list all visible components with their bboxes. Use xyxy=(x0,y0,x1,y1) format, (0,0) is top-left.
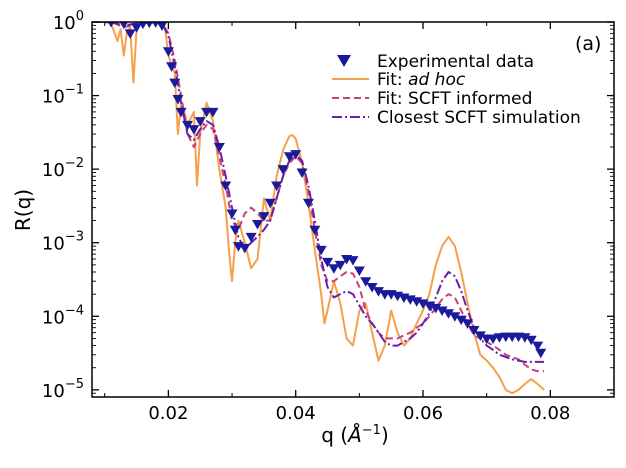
data-point xyxy=(124,29,136,39)
y-tick-label-1: 10−1 xyxy=(42,83,84,108)
data-point xyxy=(119,22,128,30)
data-point xyxy=(525,335,537,346)
data-point xyxy=(207,107,219,118)
y-axis-label: R(q) xyxy=(11,189,35,231)
legend-label-adhoc: Fit: ad hoc xyxy=(377,70,466,90)
data-point xyxy=(229,225,241,236)
data-point xyxy=(372,287,384,297)
data-point xyxy=(239,243,251,254)
legend: Experimental data Fit: ad hoc Fit: SCFT … xyxy=(332,52,581,128)
legend-label-scft-informed: Fit: SCFT informed xyxy=(377,89,532,109)
data-point xyxy=(152,22,160,28)
data-point xyxy=(328,264,340,274)
panel-label: (a) xyxy=(575,33,601,55)
data-point xyxy=(535,348,547,359)
data-point xyxy=(226,209,238,219)
data-point xyxy=(169,78,181,89)
legend-label-experimental: Experimental data xyxy=(377,52,534,72)
data-point xyxy=(145,22,153,29)
series-line-2 xyxy=(92,22,544,373)
data-point xyxy=(322,257,334,268)
data-point xyxy=(430,303,442,314)
data-point xyxy=(436,306,448,316)
data-point xyxy=(474,331,486,341)
data-point xyxy=(213,143,225,153)
data-point xyxy=(131,23,143,33)
y-tick-label-0: 100 xyxy=(53,9,84,34)
data-point xyxy=(347,256,359,266)
data-point xyxy=(519,333,531,343)
series-line-3 xyxy=(92,22,544,363)
data-point xyxy=(271,181,283,191)
data-point xyxy=(462,319,474,329)
y-axis-ticks: 100 10−1 10−2 10−3 10−4 10−5 xyxy=(42,9,614,402)
data-point xyxy=(487,334,499,344)
data-point xyxy=(366,283,378,293)
data-point xyxy=(277,165,289,175)
data-point xyxy=(334,260,346,271)
data-point xyxy=(449,312,461,322)
data-point xyxy=(156,22,168,31)
y-tick-label-4: 10−4 xyxy=(42,303,84,328)
data-point xyxy=(181,120,193,131)
data-point xyxy=(360,277,372,287)
data-point xyxy=(245,232,257,243)
data-point xyxy=(175,107,187,118)
data-point xyxy=(283,152,295,162)
data-point xyxy=(194,117,206,127)
plot-frame xyxy=(91,21,615,398)
series-lines xyxy=(92,22,545,395)
data-point xyxy=(107,22,115,28)
data-point xyxy=(188,125,200,135)
data-point xyxy=(442,309,454,319)
x-tick-label-3: 0.08 xyxy=(530,403,570,424)
data-point xyxy=(468,326,480,336)
x-axis-label: q (Å−1) xyxy=(321,423,389,447)
experimental-markers xyxy=(107,22,547,359)
data-point xyxy=(532,341,544,352)
data-point xyxy=(353,266,365,276)
y-tick-label-2: 10−2 xyxy=(42,156,84,181)
data-point xyxy=(258,212,270,222)
data-point xyxy=(252,219,264,230)
legend-label-closest-scft: Closest SCFT simulation xyxy=(377,108,581,128)
data-point xyxy=(296,168,308,179)
x-tick-label-1: 0.04 xyxy=(276,403,316,424)
data-point xyxy=(138,22,148,30)
legend-marker-experimental xyxy=(337,55,351,67)
y-tick-label-3: 10−3 xyxy=(42,230,84,255)
data-point xyxy=(455,315,467,326)
x-axis-ticks: 0.02 0.04 0.06 0.08 xyxy=(104,22,570,424)
data-point xyxy=(315,245,327,256)
data-point xyxy=(166,62,178,72)
data-point xyxy=(302,198,314,209)
y-tick-label-5: 10−5 xyxy=(42,377,84,402)
data-point xyxy=(290,150,302,160)
x-tick-label-0: 0.02 xyxy=(148,403,188,424)
data-point xyxy=(264,198,276,209)
data-point xyxy=(220,181,232,191)
data-point xyxy=(309,225,321,236)
data-point xyxy=(162,47,174,57)
data-point xyxy=(172,94,184,105)
x-tick-label-2: 0.06 xyxy=(403,403,443,424)
